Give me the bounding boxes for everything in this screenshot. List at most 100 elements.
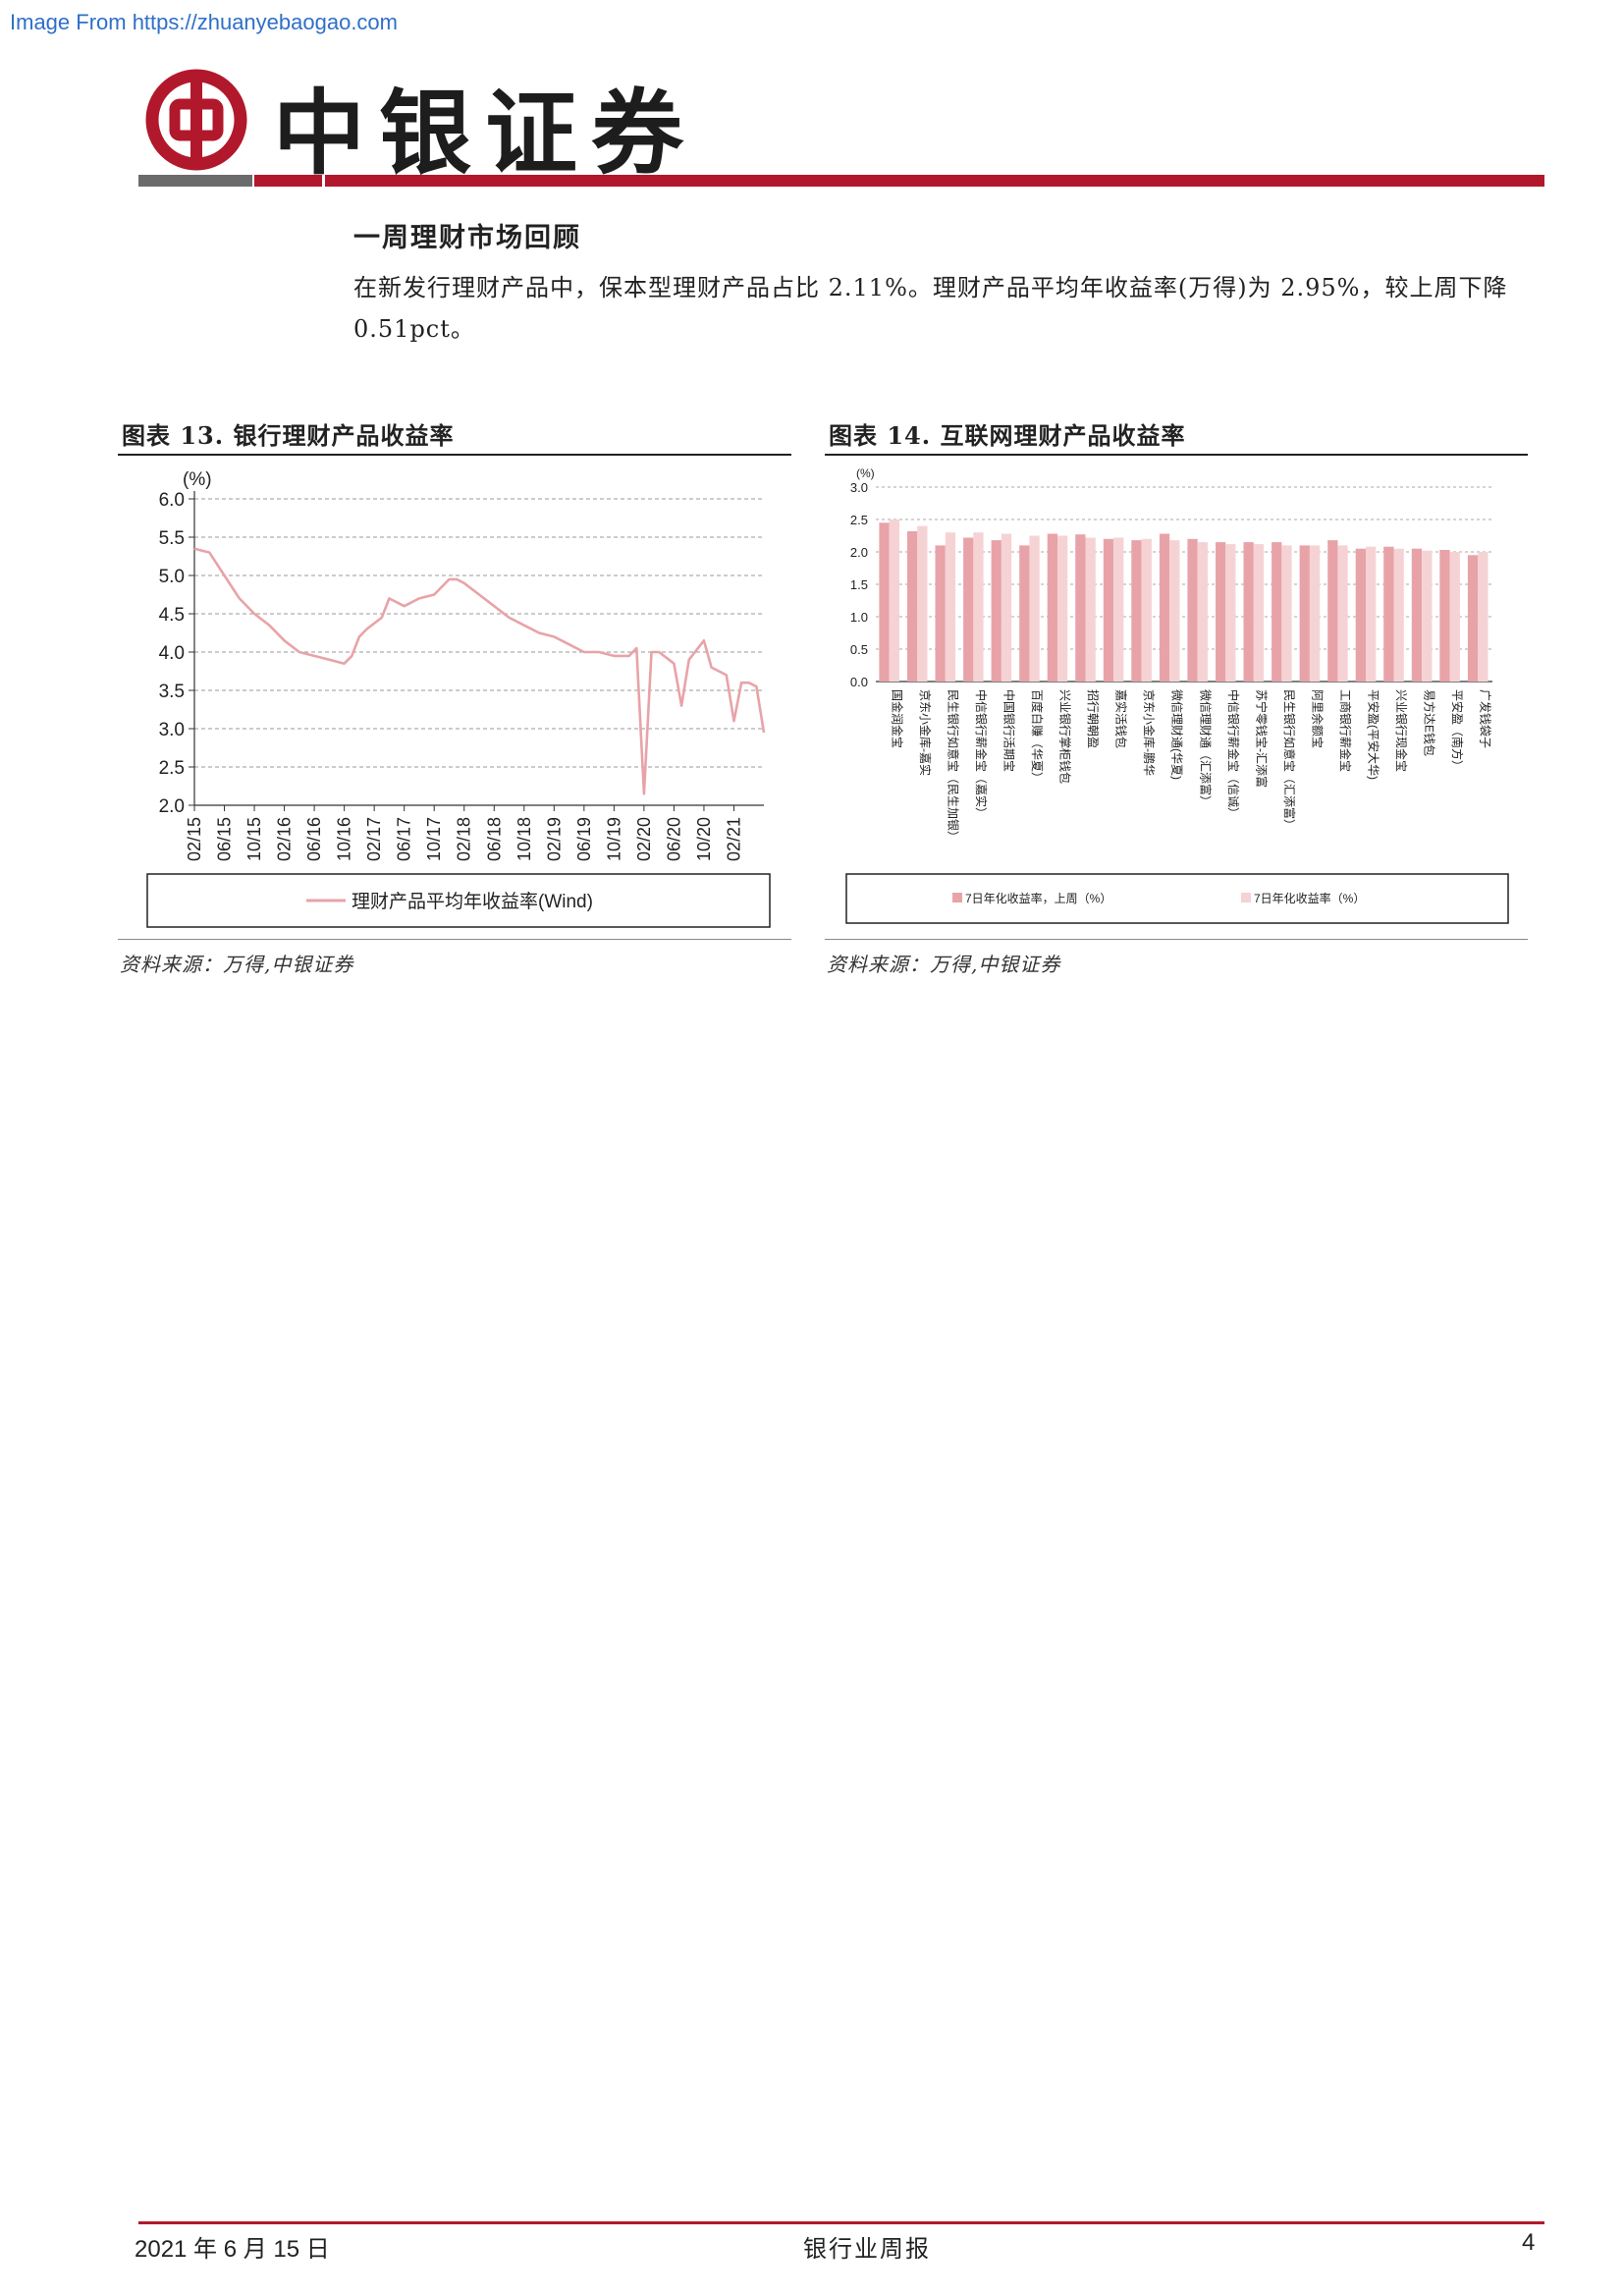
bar-last-week bbox=[1355, 548, 1366, 682]
x-tick-label: 02/19 bbox=[544, 817, 564, 861]
bar-last-week bbox=[1299, 545, 1310, 682]
x-category-label: 百度白赚（华夏） bbox=[1030, 689, 1045, 784]
x-category-label: 国金润金宝 bbox=[890, 689, 904, 748]
bar-last-week bbox=[935, 545, 946, 682]
bar-last-week bbox=[1019, 545, 1030, 682]
x-tick-label: 10/15 bbox=[244, 817, 264, 861]
bar-this-week bbox=[945, 532, 956, 682]
y-tick-label: 5.0 bbox=[159, 567, 185, 587]
y-tick-label: 0.0 bbox=[850, 675, 868, 689]
x-tick-label: 06/16 bbox=[304, 817, 324, 861]
figure-13-title-rule bbox=[118, 454, 791, 456]
x-tick-label: 02/16 bbox=[275, 817, 295, 861]
x-category-label: 广发钱袋子 bbox=[1479, 689, 1493, 748]
header-bar-red-short bbox=[254, 175, 322, 187]
bar-this-week bbox=[1449, 552, 1460, 682]
figure-14-title-rule bbox=[825, 454, 1528, 456]
bank-of-china-logo bbox=[145, 69, 247, 171]
bar-this-week bbox=[1029, 535, 1040, 682]
x-tick-label: 02/20 bbox=[634, 817, 654, 861]
bar-last-week bbox=[1383, 546, 1394, 682]
bar-last-week bbox=[1131, 540, 1142, 682]
y-tick-label: 2.5 bbox=[159, 758, 185, 779]
section-title: 一周理财市场回顾 bbox=[353, 223, 581, 253]
x-category-label: 中信银行薪金宝（嘉实） bbox=[974, 689, 989, 819]
bar-this-week bbox=[1141, 538, 1152, 682]
bar-last-week bbox=[1439, 550, 1450, 682]
x-category-label: 微信理财通（汇添富） bbox=[1198, 689, 1213, 807]
x-category-label: 兴业银行掌柜钱包 bbox=[1058, 689, 1073, 784]
x-tick-label: 06/19 bbox=[574, 817, 594, 861]
x-category-label: 民生银行如意宝（汇添富） bbox=[1282, 689, 1297, 831]
y-tick-label: 5.5 bbox=[159, 528, 185, 549]
bar-this-week bbox=[1057, 535, 1068, 682]
x-category-label: 易方达E钱包 bbox=[1423, 689, 1437, 756]
figure-14-bottom-rule bbox=[825, 939, 1528, 940]
bar-this-week bbox=[1225, 544, 1236, 682]
figure-13-line-chart: 6.0 5.5 5.0 4.5 4.0 3.5 3.0 2.5 2.0 (%) 02/15 06/15… bbox=[146, 469, 771, 928]
bar-this-week bbox=[1393, 548, 1404, 682]
bar-last-week bbox=[1327, 540, 1338, 682]
header-bar-gray bbox=[138, 175, 252, 187]
bar-this-week bbox=[1113, 537, 1124, 682]
x-tick-label: 06/18 bbox=[484, 817, 504, 861]
x-category-label: 中国银行活期宝 bbox=[1001, 689, 1016, 772]
x-category-label: 微信理财通(华夏) bbox=[1170, 689, 1184, 780]
bar-last-week bbox=[1467, 555, 1479, 682]
x-category-label: 苏宁零钱宝-汇添富 bbox=[1254, 689, 1269, 788]
bar-last-week bbox=[1103, 538, 1114, 682]
bar-last-week bbox=[1243, 542, 1254, 682]
bar-this-week bbox=[1337, 545, 1348, 682]
y-tick-label: 3.5 bbox=[159, 682, 185, 702]
bar-this-week bbox=[1253, 544, 1265, 682]
bar-last-week bbox=[991, 540, 1001, 682]
y-tick-label: 1.0 bbox=[850, 610, 868, 625]
bar-this-week bbox=[1281, 545, 1292, 682]
bar-last-week bbox=[1159, 533, 1170, 682]
watermark[interactable]: Image From https://zhuanyebaogao.com bbox=[10, 10, 398, 34]
x-tick-label: 02/21 bbox=[724, 817, 743, 861]
figure-13-title: 图表 13. 银行理财产品收益率 bbox=[122, 421, 455, 450]
bar-this-week bbox=[1422, 550, 1433, 682]
x-tick-label: 06/15 bbox=[215, 817, 235, 861]
legend-box bbox=[845, 873, 1509, 924]
x-category-label: 招行朝朝盈 bbox=[1086, 689, 1100, 748]
header-bar-red-long bbox=[325, 175, 1544, 187]
legend-swatch bbox=[1241, 893, 1251, 902]
legend-swatch bbox=[952, 893, 962, 902]
x-tick-label: 06/17 bbox=[395, 817, 414, 861]
x-category-label: 京东小金库-鹏华 bbox=[1142, 689, 1157, 776]
brand-name: 中银证券 bbox=[273, 80, 698, 188]
bar-this-week bbox=[1478, 552, 1489, 682]
bar-this-week bbox=[1309, 545, 1321, 682]
x-category-label: 工商银行薪金宝 bbox=[1338, 689, 1353, 772]
bar-this-week bbox=[1085, 537, 1096, 682]
x-tick-label: 10/16 bbox=[335, 817, 354, 861]
y-tick-label: 1.5 bbox=[850, 577, 868, 592]
bar-this-week bbox=[917, 525, 928, 682]
figure-14-source: 资料来源：万得,中银证券 bbox=[827, 953, 1061, 976]
footer-date: 2021 年 6 月 15 日 bbox=[135, 2236, 330, 2263]
x-tick-label: 02/17 bbox=[364, 817, 384, 861]
y-axis-unit: (%) bbox=[856, 466, 875, 480]
x-category-label: 民生银行如意宝（民生加银） bbox=[946, 689, 960, 843]
bar-this-week bbox=[1197, 542, 1208, 682]
bar-last-week bbox=[1216, 542, 1226, 682]
y-axis-unit: (%) bbox=[183, 469, 212, 490]
x-tick-label: 06/20 bbox=[664, 817, 683, 861]
x-tick-label: 10/20 bbox=[694, 817, 714, 861]
x-category-label: 京东小金库-嘉实 bbox=[918, 689, 933, 776]
x-category-label: 中信银行薪金宝（信诚） bbox=[1226, 689, 1241, 819]
x-tick-label: 10/19 bbox=[604, 817, 623, 861]
x-category-label: 嘉实活钱包 bbox=[1114, 689, 1129, 748]
bar-last-week bbox=[1272, 542, 1282, 682]
bar-last-week bbox=[1187, 538, 1198, 682]
figure-14-bar-chart: 3.02.52.01.51.00.50.0(%)国金润金宝 京东小金库-嘉实 民生银… bbox=[845, 466, 1509, 924]
bar-last-week bbox=[907, 530, 918, 682]
x-tick-label: 02/18 bbox=[455, 817, 474, 861]
series-line bbox=[193, 547, 766, 795]
y-tick-label: 2.5 bbox=[850, 513, 868, 527]
x-tick-label: 02/15 bbox=[185, 817, 204, 861]
y-tick-label: 2.0 bbox=[850, 545, 868, 560]
x-category-label: 阿里余额宝 bbox=[1310, 689, 1325, 748]
